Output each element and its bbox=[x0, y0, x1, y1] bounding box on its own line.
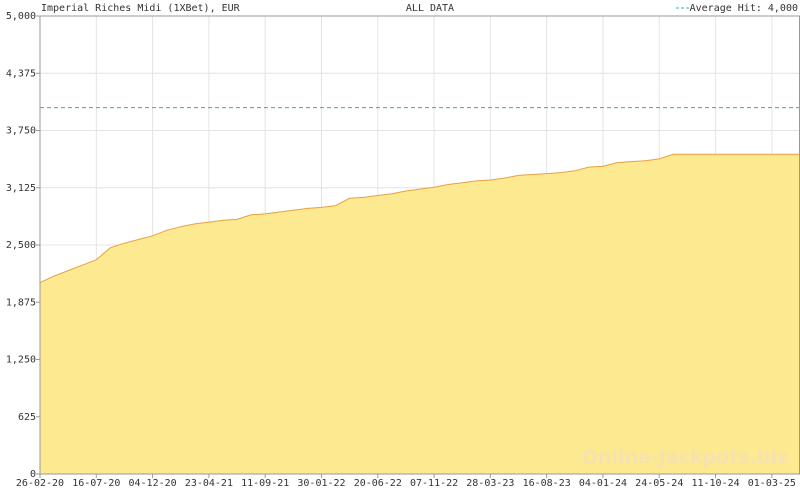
x-tick-label: 26-02-20 bbox=[16, 478, 64, 489]
legend-label: Average Hit: 4,000 bbox=[690, 3, 798, 14]
y-tick-label: 625 bbox=[18, 412, 36, 423]
y-tick-label: 5,000 bbox=[6, 11, 36, 22]
x-tick-label: 11-10-24 bbox=[691, 478, 739, 489]
x-tick-label: 24-05-24 bbox=[635, 478, 683, 489]
x-tick-label: 04-01-24 bbox=[579, 478, 627, 489]
y-tick-label: 3,750 bbox=[6, 126, 36, 137]
x-tick-label: 23-04-21 bbox=[185, 478, 233, 489]
watermark: Online-Jackpots.biz bbox=[582, 447, 788, 469]
x-tick-label: 16-07-20 bbox=[72, 478, 120, 489]
x-tick-label: 28-03-23 bbox=[466, 478, 514, 489]
x-tick-label: 11-09-21 bbox=[241, 478, 289, 489]
area-line bbox=[39, 153, 800, 284]
y-tick-label: 2,500 bbox=[6, 240, 36, 251]
y-tick-label: 4,375 bbox=[6, 68, 36, 79]
y-tick-label: 3,125 bbox=[6, 183, 36, 194]
x-tick-label: 16-08-23 bbox=[523, 478, 571, 489]
chart-subtitle: ALL DATA bbox=[406, 3, 454, 14]
x-tick-label: 04-12-20 bbox=[129, 478, 177, 489]
y-tick-label: 1,250 bbox=[6, 355, 36, 366]
y-tick-label: 1,875 bbox=[6, 297, 36, 308]
x-tick-label: 01-03-25 bbox=[748, 478, 796, 489]
x-tick-label: 30-01-22 bbox=[297, 478, 345, 489]
y-tick-label: 0 bbox=[30, 469, 36, 480]
chart-title: Imperial Riches Midi (1XBet), EUR bbox=[41, 3, 241, 14]
x-tick-label: 20-06-22 bbox=[354, 478, 402, 489]
x-tick-label: 07-11-22 bbox=[410, 478, 458, 489]
area-fill bbox=[40, 154, 800, 475]
